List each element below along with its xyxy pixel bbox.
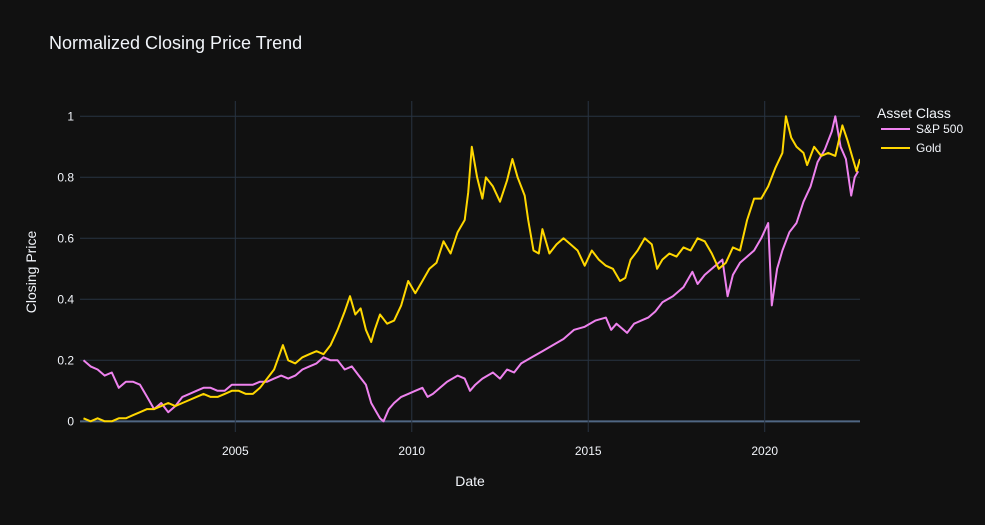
gridlines: [80, 101, 860, 432]
y-tick-label: 0.6: [57, 231, 74, 245]
legend: Asset Class S&P 500 Gold: [877, 105, 963, 155]
y-tick-label: 0: [67, 414, 74, 428]
x-axis-title: Date: [455, 473, 485, 489]
x-tick-label: 2015: [575, 444, 602, 458]
legend-title: Asset Class: [877, 105, 951, 121]
series-line-s-p-500: [82, 115, 860, 423]
x-tick-label: 2005: [222, 444, 249, 458]
series-line-gold: [83, 115, 860, 423]
chart-title: Normalized Closing Price Trend: [49, 33, 303, 53]
legend-item-label[interactable]: S&P 500: [916, 122, 963, 136]
x-tick-label: 2010: [398, 444, 425, 458]
x-tick-label: 2020: [751, 444, 778, 458]
y-tick-label: 0.2: [57, 353, 74, 367]
y-tick-label: 1: [67, 109, 74, 123]
y-tick-label: 0.4: [57, 292, 74, 306]
x-axis-ticks: 2005 2010 2015 2020: [222, 444, 778, 458]
y-tick-label: 0.8: [57, 170, 74, 184]
y-axis-ticks: 0 0.2 0.4 0.6 0.8 1: [57, 109, 74, 428]
legend-item-label[interactable]: Gold: [916, 141, 941, 155]
series-lines: [82, 115, 860, 423]
y-axis-title: Closing Price: [23, 231, 39, 314]
